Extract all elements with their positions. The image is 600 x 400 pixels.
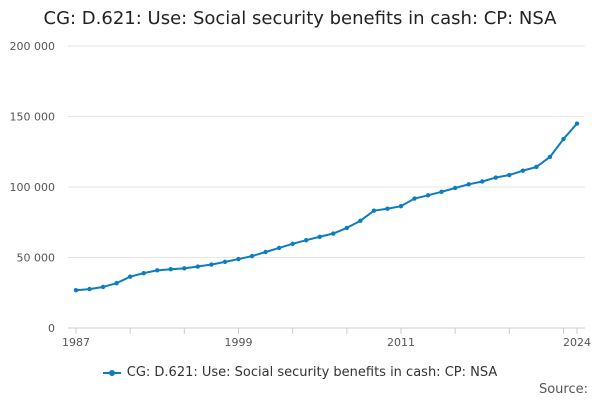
x-axis (68, 327, 585, 334)
data-point (263, 249, 268, 255)
data-point (425, 193, 431, 198)
x-axis-tick-labels: 1987 1999 2011 2024 (62, 336, 591, 349)
data-point (73, 288, 79, 293)
y-tick-label: 150 000 (10, 111, 56, 124)
legend-label: CG: D.621: Use: Social security benefits… (126, 365, 498, 380)
y-axis-tick-labels: 0 50 000 100 000 150 000 200 000 (10, 40, 56, 335)
data-point (480, 179, 485, 184)
data-point (236, 256, 241, 262)
data-point (493, 175, 498, 180)
data-point (574, 121, 580, 126)
data-point (452, 185, 458, 191)
x-tick-label: 1987 (62, 336, 90, 349)
data-point (439, 189, 444, 194)
data-point (87, 286, 92, 292)
data-point (195, 264, 201, 269)
data-point (520, 168, 526, 173)
data-point (317, 234, 322, 239)
data-point (276, 245, 282, 251)
data-point (561, 136, 566, 142)
y-tick-label: 50 000 (17, 252, 56, 265)
data-point (141, 270, 146, 276)
data-point (466, 182, 471, 187)
data-point (182, 266, 187, 271)
y-tick-label: 100 000 (10, 181, 56, 194)
data-point (168, 267, 173, 272)
series-line (75, 122, 578, 292)
data-point (114, 280, 119, 286)
x-tick-label: 2024 (563, 336, 591, 349)
y-tick-label: 0 (48, 322, 55, 335)
data-point (344, 225, 350, 231)
source-label: Source: (538, 382, 588, 397)
data-point (290, 241, 295, 247)
data-point (412, 196, 417, 201)
data-point (127, 274, 133, 279)
data-point (209, 262, 214, 267)
data-point (303, 237, 309, 243)
x-tick-label: 1999 (224, 336, 252, 349)
data-point (507, 172, 512, 178)
series-group (73, 121, 580, 293)
data-point (398, 203, 404, 209)
data-point (358, 218, 363, 224)
data-point (155, 268, 160, 273)
data-point (249, 253, 255, 259)
legend-swatch-marker (108, 369, 115, 376)
legend[interactable]: CG: D.621: Use: Social security benefits… (0, 364, 600, 382)
data-point (222, 259, 228, 265)
data-point (534, 164, 539, 170)
data-point (100, 284, 106, 290)
x-tick-label: 2011 (387, 336, 415, 349)
legend-swatch (102, 368, 121, 378)
y-tick-label: 200 000 (10, 40, 56, 53)
grid-lines (68, 45, 585, 258)
data-point (331, 231, 336, 236)
data-point (371, 208, 377, 213)
chart-title: CG: D.621: Use: Social security benefits… (43, 8, 557, 29)
data-point (547, 154, 553, 160)
data-point (385, 206, 390, 211)
